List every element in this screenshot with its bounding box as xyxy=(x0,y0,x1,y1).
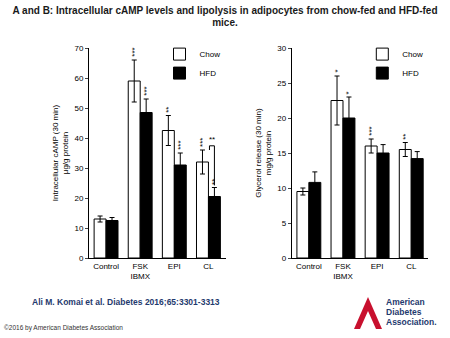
svg-text:Chow: Chow xyxy=(200,50,221,59)
svg-text:Intracellular cAMP (30 min)μg/: Intracellular cAMP (30 min)μg/g protein xyxy=(51,105,70,202)
svg-text:***: *** xyxy=(367,126,376,135)
svg-text:**: ** xyxy=(401,134,410,140)
svg-text:CL: CL xyxy=(406,262,417,271)
svg-text:A: A xyxy=(52,30,62,33)
svg-text:0: 0 xyxy=(79,254,84,263)
svg-text:10: 10 xyxy=(277,184,286,193)
svg-text:60: 60 xyxy=(74,74,83,83)
svg-text:**: ** xyxy=(209,135,215,144)
svg-text:*: * xyxy=(333,69,342,72)
svg-text:EPI: EPI xyxy=(168,262,181,271)
svg-text:B: B xyxy=(255,30,264,33)
svg-text:*: * xyxy=(344,91,353,94)
svg-text:70: 70 xyxy=(74,44,83,53)
svg-text:American: American xyxy=(386,297,425,307)
svg-text:**: ** xyxy=(164,107,173,113)
svg-text:15: 15 xyxy=(277,149,286,158)
svg-text:Glycerol release (30 min)mg/g: Glycerol release (30 min)mg/g protein xyxy=(254,108,273,198)
svg-text:5: 5 xyxy=(282,219,287,228)
svg-text:HFD: HFD xyxy=(200,69,217,78)
svg-text:10: 10 xyxy=(74,224,83,233)
svg-text:20: 20 xyxy=(277,114,286,123)
svg-text:***: *** xyxy=(130,47,139,56)
svg-text:CL: CL xyxy=(203,262,214,271)
html-text:Ali M. Komai et al. Diabetes 2: Ali M. Komai et al. Diabetes 2016;65:330… xyxy=(32,297,220,307)
svg-text:Association.: Association. xyxy=(386,317,437,327)
svg-text:0: 0 xyxy=(282,254,287,263)
svg-text:HFD: HFD xyxy=(402,69,419,78)
svg-text:25: 25 xyxy=(277,79,286,88)
svg-text:30: 30 xyxy=(74,164,83,173)
svg-text:Diabetes: Diabetes xyxy=(386,307,422,317)
svg-text:40: 40 xyxy=(74,134,83,143)
svg-text:Control: Control xyxy=(296,262,322,271)
html-text:A and B: Intracellular cAMP le: A and B: Intracellular cAMP levels and l… xyxy=(12,5,438,28)
svg-text:EPI: EPI xyxy=(371,262,384,271)
svg-text:30: 30 xyxy=(277,44,286,53)
html-text:©2016 by American Diabetes Ass: ©2016 by American Diabetes Association xyxy=(4,324,123,331)
svg-text:***: *** xyxy=(176,140,185,149)
svg-text:FSKIBMX: FSKIBMX xyxy=(130,262,150,281)
svg-text:Chow: Chow xyxy=(402,50,423,59)
svg-text:***: *** xyxy=(198,138,207,147)
svg-text:**: ** xyxy=(210,179,219,185)
svg-text:FSKIBMX: FSKIBMX xyxy=(333,262,353,281)
svg-text:***: *** xyxy=(142,86,151,95)
svg-text:50: 50 xyxy=(74,104,83,113)
svg-text:Control: Control xyxy=(93,262,119,271)
svg-text:20: 20 xyxy=(74,194,83,203)
